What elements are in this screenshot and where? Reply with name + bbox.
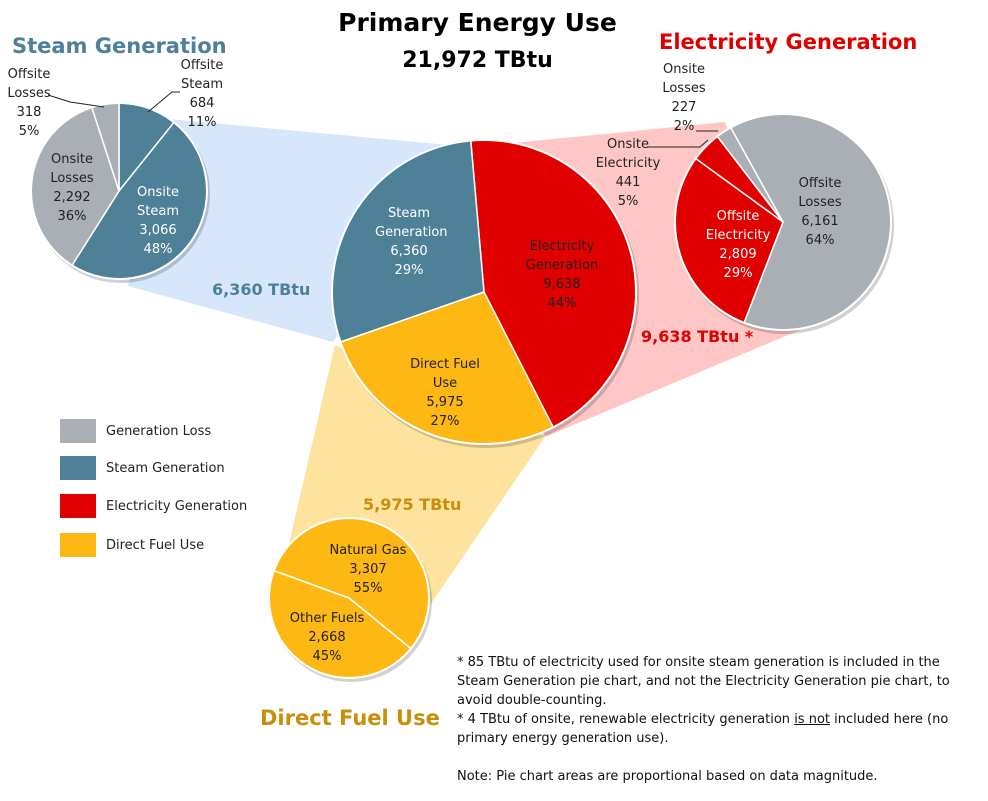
legend-item-electricity-generation: Electricity Generation (60, 494, 247, 518)
label-electricity-generation: Electricity Generation 9,638 44% (525, 239, 599, 311)
legend-swatch (60, 456, 96, 480)
legend-swatch (60, 494, 96, 518)
pie-border-electricity (674, 113, 892, 331)
pie-border-fuel (268, 517, 430, 679)
label-elec-offsite-losses: Offsite Losses 6,161 64% (798, 176, 842, 248)
chart-total: 21,972 TBtu (402, 48, 553, 73)
legend-swatch (60, 419, 96, 443)
legend-item-steam-generation: Steam Generation (60, 456, 225, 480)
pie-border-steam (30, 102, 208, 280)
label-elec-onsite-losses: Onsite Losses 227 2% (662, 62, 706, 134)
steam-total-label: 6,360 TBtu (212, 280, 311, 299)
label-direct-fuel-use: Direct Fuel Use 5,975 27% (410, 357, 480, 429)
label-other-fuels: Other Fuels 2,668 45% (289, 611, 365, 664)
electricity-title: Electricity Generation (659, 30, 918, 54)
label-offsite-steam: Offsite Steam 684 11% (180, 58, 224, 130)
legend-swatch (60, 533, 96, 557)
electricity-total-label: 9,638 TBtu * (641, 327, 754, 346)
label-steam-offsite-losses: Offsite Losses 318 5% (7, 67, 51, 139)
fuel-title: Direct Fuel Use (260, 706, 440, 730)
label-offsite-electricity: Offsite Electricity 2,809 29% (705, 209, 771, 281)
leader-steam-offsite-losses (47, 94, 105, 108)
steam-connector (128, 118, 470, 342)
leader-offsite-steam (147, 91, 180, 113)
steam-title: Steam Generation (12, 34, 227, 58)
label-onsite-steam: Onsite Steam 3,066 48% (137, 185, 179, 257)
label-natural-gas: Natural Gas 3,307 55% (329, 543, 407, 596)
legend-item-direct-fuel-use: Direct Fuel Use (60, 533, 204, 557)
fuel-total-label: 5,975 TBtu (363, 495, 462, 514)
label-steam-generation: Steam Generation 6,360 29% (375, 206, 448, 278)
footnote-3: Note: Pie chart areas are proportional b… (457, 769, 878, 784)
label-steam-onsite-losses: Onsite Losses 2,292 36% (50, 152, 94, 224)
legend-item-generation-loss: Generation Loss (60, 419, 211, 443)
footnotes: * 85 TBtu of electricity used for onsite… (457, 653, 977, 786)
label-onsite-electricity: Onsite Electricity 441 5% (595, 137, 661, 209)
pie-border-main (331, 139, 637, 445)
footnote-2: * 4 TBtu of onsite, renewable electricit… (457, 712, 949, 746)
leader-onsite-electricity (648, 139, 709, 148)
chart-title: Primary Energy Use (338, 8, 617, 37)
footnote-1: * 85 TBtu of electricity used for onsite… (457, 655, 950, 708)
